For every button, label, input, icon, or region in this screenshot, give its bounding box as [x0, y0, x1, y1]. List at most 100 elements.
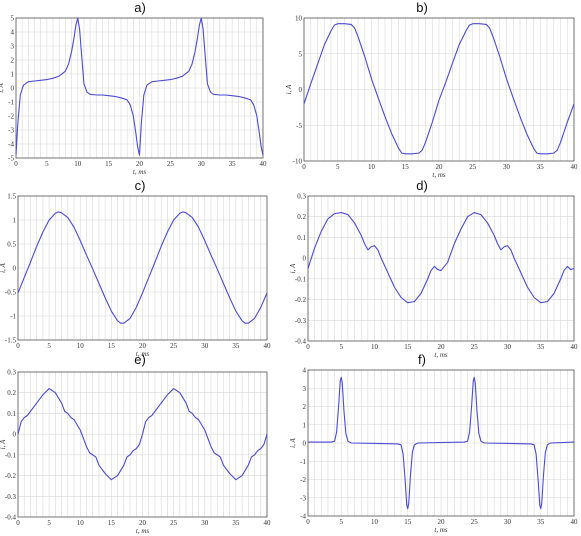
x-tick-label: 5 [45, 160, 49, 168]
y-tick-label: 5 [11, 15, 15, 23]
y-tick-label: 4 [11, 29, 15, 37]
y-tick-label: -5 [296, 122, 302, 130]
y-tick-label: 1 [11, 71, 15, 79]
y-tick-label: -5 [8, 155, 14, 163]
y-tick-label: 1.5 [7, 193, 16, 201]
y-tick-label: 5 [299, 50, 303, 58]
y-tick-label: -0.1 [295, 275, 307, 283]
y-tick-label: -1 [8, 99, 14, 107]
y-tick-label: -1 [10, 313, 16, 321]
x-tick-label: 40 [264, 342, 272, 350]
x-tick-label: 20 [438, 343, 446, 351]
chart-panel-5: e) 0 5 10 15 20 25 30 35 40 -0.4 -0.3 -0.2 -0.1 0 0.1 0.… [0, 352, 271, 535]
x-tick-label: 10 [77, 519, 85, 527]
x-tick-label: 30 [201, 519, 209, 527]
x-tick-label: 20 [139, 519, 147, 527]
x-tick-label: 20 [438, 518, 446, 526]
y-tick-label: 0.2 [297, 213, 306, 221]
y-tick-label: -1.5 [5, 337, 17, 345]
panel-title: b) [416, 0, 428, 15]
x-tick-label: 10 [371, 518, 379, 526]
x-tick-label: 15 [404, 518, 412, 526]
y-tick-label: 0 [13, 431, 17, 439]
x-tick-label: 30 [198, 160, 206, 168]
x-tick-label: 0 [14, 160, 18, 168]
x-tick-label: 15 [105, 160, 113, 168]
x-axis-label: t, ms [133, 168, 147, 176]
panel-title: e) [134, 352, 146, 367]
y-tick-label: 0 [303, 255, 307, 263]
y-tick-label: -0.3 [295, 317, 307, 325]
x-tick-label: 25 [170, 342, 178, 350]
x-tick-label: 30 [201, 342, 209, 350]
plot-frame [17, 371, 268, 518]
chart-panel-1: a) 0 5 10 15 20 25 30 35 40 -5 -4 -3 -2 -1 0 1 2 3 4 5 t, ms i… [0, 0, 267, 176]
series-line [17, 388, 268, 481]
y-tick-label: 0.1 [297, 234, 306, 242]
x-tick-label: 30 [504, 518, 512, 526]
plot-frame [17, 195, 268, 341]
x-axis-label: t, ms [136, 527, 150, 535]
x-tick-label: 5 [47, 342, 51, 350]
y-tick-label: -4 [300, 513, 306, 521]
x-tick-label: 10 [74, 160, 82, 168]
panel-title: d) [416, 178, 428, 193]
y-tick-label: -2 [8, 113, 14, 121]
x-axis-label: t, ms [432, 171, 446, 179]
x-tick-label: 35 [232, 342, 240, 350]
x-tick-label: 40 [260, 160, 268, 168]
x-tick-label: 20 [139, 342, 147, 350]
chart-panel-4: d) 0 5 10 15 20 25 30 35 40 -0.4 -0.3 -0.2 -0.1 0 0.1 0.… [289, 178, 578, 359]
y-tick-label: -0.5 [5, 289, 17, 297]
y-tick-label: 3 [11, 43, 15, 51]
panel-title: a) [134, 0, 146, 15]
x-tick-label: 5 [47, 519, 51, 527]
chart-panel-2: b) 0 5 10 15 20 25 30 35 40 -10 -5 0 5 10 t, ms i, A [285, 0, 578, 179]
x-tick-label: 5 [340, 518, 344, 526]
y-tick-label: 1 [303, 421, 307, 429]
y-tick-label: -3 [8, 127, 14, 135]
y-tick-label: 1 [13, 217, 17, 225]
x-tick-label: 0 [306, 518, 310, 526]
x-tick-label: 5 [336, 163, 340, 171]
x-tick-label: 40 [571, 518, 579, 526]
x-tick-label: 40 [264, 519, 272, 527]
y-axis-label: i, A [0, 439, 7, 449]
y-tick-label: -0.3 [5, 493, 17, 501]
y-axis-label: i, A [0, 262, 7, 272]
x-tick-label: 25 [170, 519, 178, 527]
x-tick-label: 35 [537, 163, 545, 171]
plot-frame [307, 369, 575, 517]
y-tick-label: 0 [299, 86, 303, 94]
y-tick-label: -1 [300, 458, 306, 466]
y-tick-label: 0.3 [297, 193, 306, 201]
x-tick-label: 35 [537, 518, 545, 526]
y-tick-label: 0 [11, 85, 15, 93]
x-tick-label: 25 [471, 518, 479, 526]
y-tick-label: 0.1 [7, 410, 16, 418]
y-tick-label: -0.2 [295, 296, 307, 304]
series-line [17, 211, 268, 324]
x-tick-label: 35 [537, 343, 545, 351]
x-tick-label: 25 [469, 163, 477, 171]
panel-title: c) [135, 178, 146, 193]
x-tick-label: 15 [108, 519, 116, 527]
y-tick-label: -2 [300, 476, 306, 484]
y-tick-label: -10 [293, 158, 303, 166]
y-tick-label: -0.1 [5, 451, 17, 459]
x-tick-label: 0 [306, 343, 310, 351]
series-line [303, 23, 575, 155]
x-tick-label: 0 [302, 163, 306, 171]
x-tick-label: 35 [229, 160, 237, 168]
x-axis-label: t, ms [136, 350, 150, 358]
x-tick-label: 15 [404, 343, 412, 351]
plot-frame [303, 17, 575, 162]
y-tick-label: 4 [303, 367, 307, 375]
x-tick-label: 40 [571, 163, 579, 171]
x-tick-label: 0 [16, 342, 20, 350]
chart-panel-6: f) 0 5 10 15 20 25 30 35 40 -4 -3 -2 -1 0 1 2 3 4 t, ms i, A [289, 352, 578, 534]
y-tick-label: -0.4 [295, 338, 307, 346]
y-axis-label: i, A [289, 263, 297, 273]
x-tick-label: 10 [77, 342, 85, 350]
y-tick-label: 2 [11, 57, 15, 65]
